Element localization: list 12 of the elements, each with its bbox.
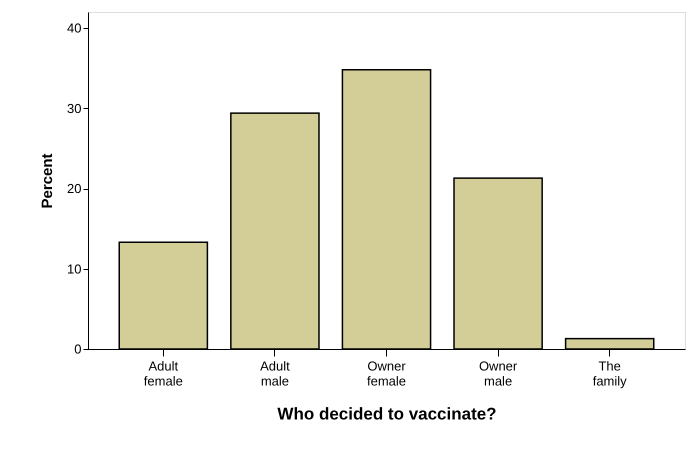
x-axis-title: Who decided to vaccinate? <box>277 404 497 424</box>
y-tick-label: 30 <box>67 100 82 116</box>
y-tick-label: 20 <box>67 181 82 196</box>
x-tick-label: Adult male <box>260 358 290 388</box>
x-tick-label: Owner male <box>478 358 518 388</box>
x-tick-label: The family <box>592 358 628 388</box>
x-tick-label: Adult female <box>144 358 183 388</box>
y-tick-label: 10 <box>67 261 82 276</box>
y-tick-label: 0 <box>74 342 82 356</box>
y-axis-title: Percent <box>39 153 56 209</box>
x-tick-label: Owner female <box>366 358 406 388</box>
y-tick-label: 40 <box>67 20 82 36</box>
